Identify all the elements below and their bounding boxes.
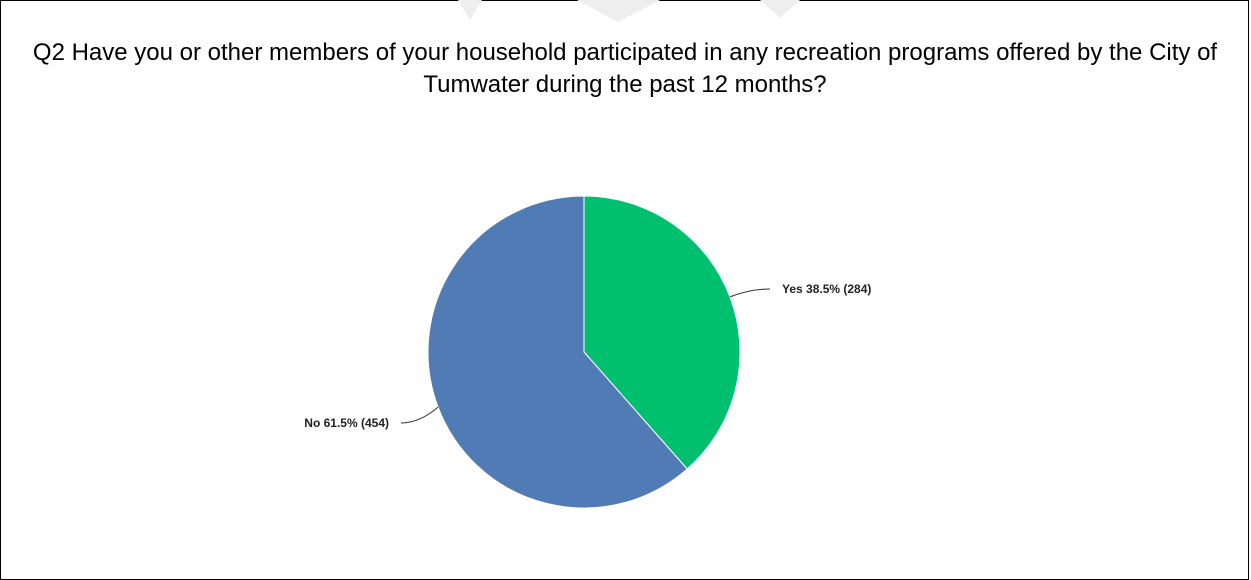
chart-title: Q2 Have you or other members of your hou… [32, 39, 1218, 98]
pie-slice-yes [583, 195, 741, 470]
slice-label-yes: Yes 38.5% (284) [782, 282, 871, 296]
leader-line-yes [729, 288, 771, 298]
leader-line-no [400, 406, 439, 424]
slice-label-no: No 61.5% (454) [304, 416, 389, 430]
